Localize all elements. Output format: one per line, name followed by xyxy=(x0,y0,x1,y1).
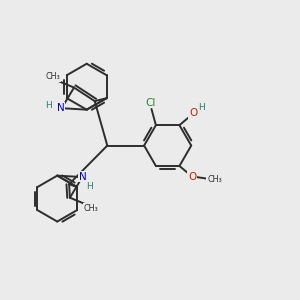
Text: O: O xyxy=(188,172,196,182)
Text: CH₃: CH₃ xyxy=(207,175,222,184)
Text: CH₃: CH₃ xyxy=(46,72,60,81)
Text: N: N xyxy=(57,103,65,113)
Text: CH₃: CH₃ xyxy=(84,204,98,213)
Text: H: H xyxy=(86,182,93,191)
Text: H: H xyxy=(45,101,52,110)
Text: H: H xyxy=(198,103,205,112)
Text: O: O xyxy=(189,108,197,118)
Text: Cl: Cl xyxy=(146,98,156,107)
Text: N: N xyxy=(79,172,87,182)
